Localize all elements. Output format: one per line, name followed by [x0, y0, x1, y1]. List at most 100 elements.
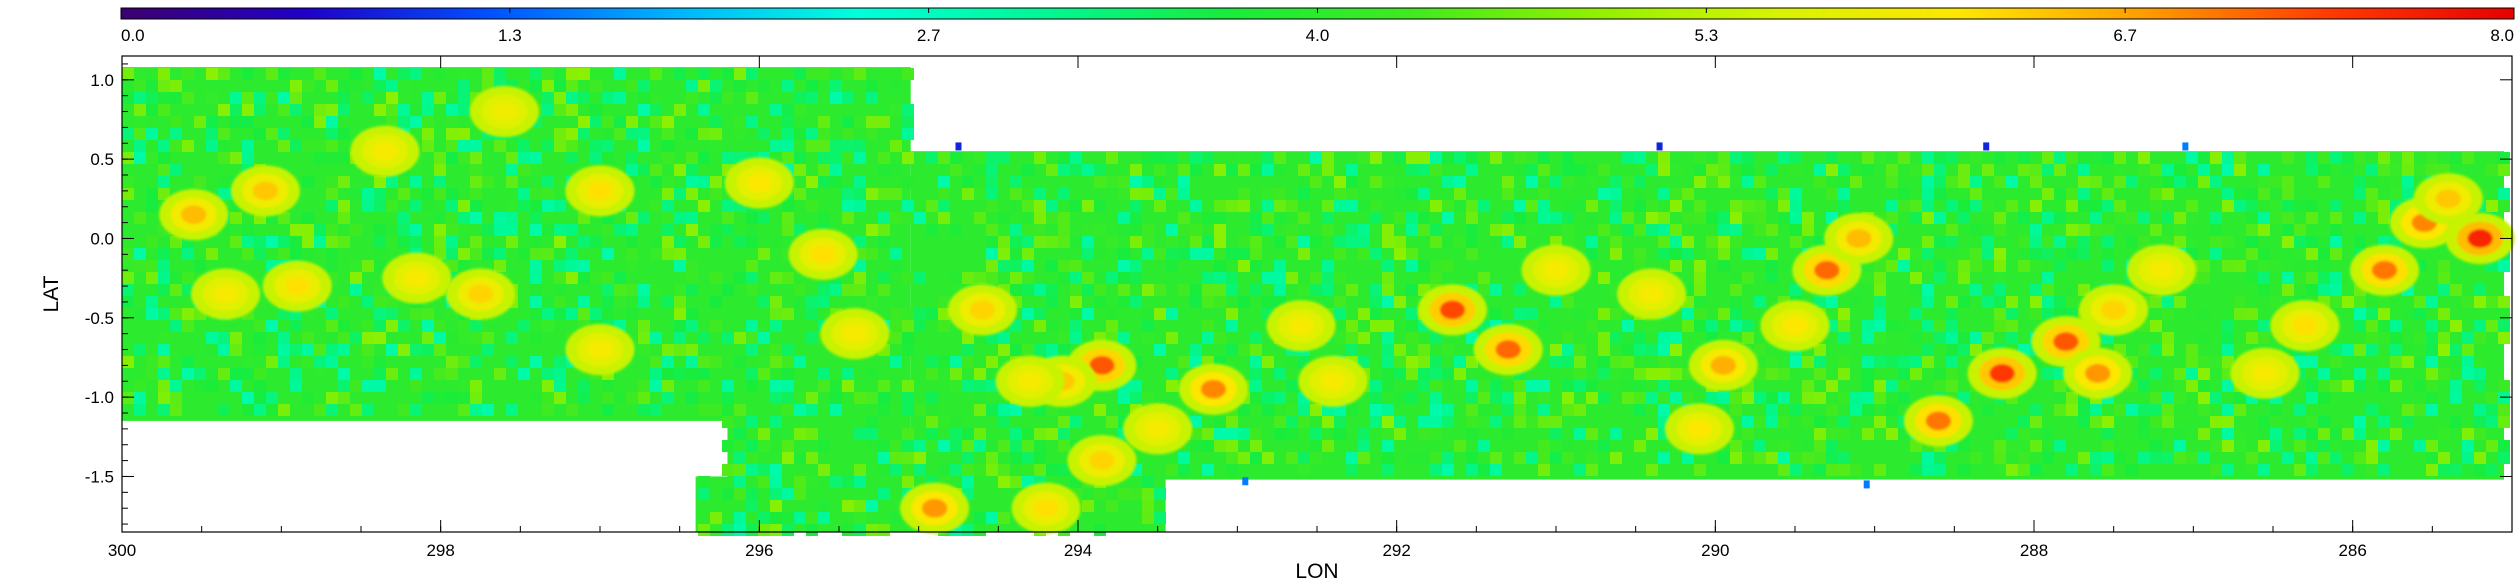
- texture-cell: [2366, 188, 2378, 200]
- texture-cell: [2234, 296, 2246, 308]
- texture-cell: [1394, 212, 1406, 224]
- texture-cell: [530, 188, 542, 200]
- texture-cell: [1826, 152, 1838, 164]
- texture-cell: [734, 512, 746, 524]
- texture-cell: [1118, 272, 1130, 284]
- texture-cell: [650, 92, 662, 104]
- texture-cell: [2030, 296, 2042, 308]
- texture-cell: [1394, 152, 1406, 164]
- texture-cell: [278, 332, 290, 344]
- texture-cell: [674, 296, 686, 308]
- texture-cell: [758, 296, 770, 308]
- texture-cell: [1226, 308, 1238, 320]
- texture-cell: [962, 464, 974, 476]
- texture-cell: [674, 212, 686, 224]
- texture-cell: [746, 272, 758, 284]
- texture-cell: [1274, 236, 1286, 248]
- texture-cell: [1694, 308, 1706, 320]
- texture-cell: [1718, 452, 1730, 464]
- texture-cell: [158, 332, 170, 344]
- texture-cell: [1274, 224, 1286, 236]
- texture-cell: [158, 248, 170, 260]
- texture-cell: [1922, 248, 1934, 260]
- texture-cell: [1838, 452, 1850, 464]
- texture-cell: [2450, 344, 2462, 356]
- texture-cell: [1742, 428, 1754, 440]
- texture-cell: [578, 236, 590, 248]
- texture-cell: [1634, 176, 1646, 188]
- texture-cell: [662, 140, 674, 152]
- texture-cell: [710, 272, 722, 284]
- texture-cell: [2018, 236, 2030, 248]
- texture-cell: [1154, 152, 1166, 164]
- texture-cell: [1550, 212, 1562, 224]
- texture-cell: [1658, 392, 1670, 404]
- colorbar-tick-label: 2.7: [917, 26, 941, 45]
- texture-cell: [1286, 380, 1298, 392]
- texture-cell: [1826, 164, 1838, 176]
- texture-cell: [902, 176, 914, 188]
- texture-cell: [398, 92, 410, 104]
- texture-cell: [578, 260, 590, 272]
- texture-cell: [1982, 224, 1994, 236]
- texture-cell: [1826, 296, 1838, 308]
- colorbar-tick-label: 5.3: [1695, 26, 1719, 45]
- texture-cell: [1430, 272, 1442, 284]
- texture-cell: [386, 92, 398, 104]
- texture-cell: [2078, 452, 2090, 464]
- texture-cell: [2330, 296, 2342, 308]
- texture-cell: [410, 404, 422, 416]
- texture-cell: [1382, 332, 1394, 344]
- texture-cell: [1010, 224, 1022, 236]
- texture-cell: [362, 404, 374, 416]
- texture-cell: [1958, 272, 1970, 284]
- texture-cell: [1406, 344, 1418, 356]
- texture-cell: [1046, 164, 1058, 176]
- texture-cell: [1334, 428, 1346, 440]
- hotspot: [1298, 355, 1368, 407]
- texture-cell: [878, 392, 890, 404]
- texture-cell: [662, 92, 674, 104]
- hotspot: [565, 165, 635, 217]
- texture-cell: [2258, 332, 2270, 344]
- texture-cell: [2090, 404, 2102, 416]
- texture-cell: [386, 80, 398, 92]
- texture-cell: [2282, 152, 2294, 164]
- texture-cell: [1610, 452, 1622, 464]
- texture-cell: [2006, 296, 2018, 308]
- texture-cell: [1442, 368, 1454, 380]
- texture-cell: [506, 356, 518, 368]
- texture-cell: [1694, 164, 1706, 176]
- texture-cell: [314, 140, 326, 152]
- texture-cell: [1418, 200, 1430, 212]
- texture-cell: [2330, 452, 2342, 464]
- texture-cell: [1934, 464, 1946, 476]
- texture-cell: [1154, 512, 1166, 524]
- texture-cell: [554, 284, 566, 296]
- texture-cell: [1094, 404, 1106, 416]
- texture-cell: [1850, 392, 1862, 404]
- texture-cell: [1922, 236, 1934, 248]
- texture-cell: [2162, 344, 2174, 356]
- texture-cell: [542, 92, 554, 104]
- texture-cell: [2306, 284, 2318, 296]
- texture-cell: [2162, 176, 2174, 188]
- texture-cell: [2306, 464, 2318, 476]
- texture-cell: [1850, 464, 1862, 476]
- texture-cell: [206, 140, 218, 152]
- texture-cell: [1058, 464, 1070, 476]
- texture-cell: [1334, 248, 1346, 260]
- texture-cell: [1562, 236, 1574, 248]
- texture-cell: [1814, 176, 1826, 188]
- texture-cell: [446, 140, 458, 152]
- texture-cell: [1226, 464, 1238, 476]
- texture-cell: [1562, 380, 1574, 392]
- texture-cell: [770, 308, 782, 320]
- texture-cell: [1322, 428, 1334, 440]
- texture-cell: [2078, 152, 2090, 164]
- texture-cell: [2138, 152, 2150, 164]
- texture-cell: [866, 224, 878, 236]
- texture-cell: [1118, 488, 1130, 500]
- texture-cell: [614, 224, 626, 236]
- texture-cell: [1838, 464, 1850, 476]
